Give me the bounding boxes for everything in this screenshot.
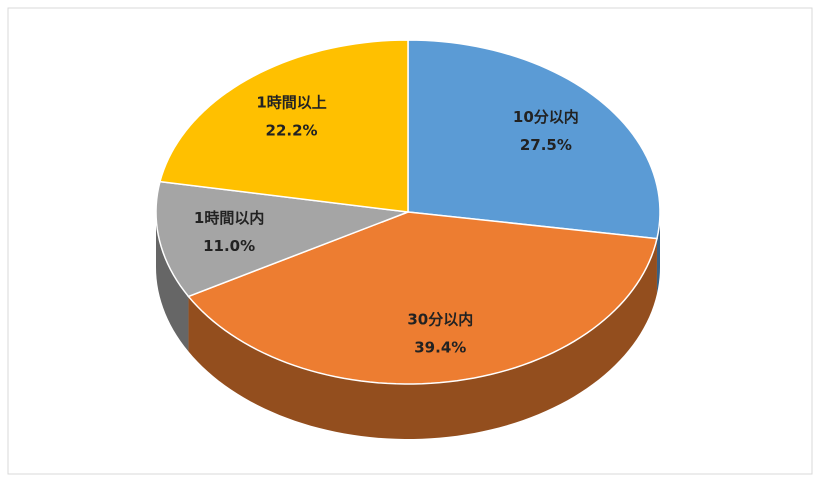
value-label: 27.5% bbox=[520, 136, 572, 154]
pie-slice bbox=[187, 211, 658, 385]
category-label: 30分以内 bbox=[407, 310, 473, 328]
pie-slice bbox=[158, 39, 409, 213]
pie-side bbox=[656, 212, 660, 294]
pie-slice bbox=[407, 39, 661, 240]
pie-slice bbox=[155, 180, 409, 298]
pie-side bbox=[188, 238, 657, 439]
category-label: 1時間以上 bbox=[256, 94, 326, 112]
value-label: 22.2% bbox=[266, 122, 318, 140]
value-label: 11.0% bbox=[203, 237, 255, 255]
pie-side bbox=[156, 212, 189, 352]
category-label: 10分以内 bbox=[513, 108, 579, 126]
category-label: 1時間以内 bbox=[194, 209, 264, 227]
value-label: 39.4% bbox=[414, 338, 466, 356]
